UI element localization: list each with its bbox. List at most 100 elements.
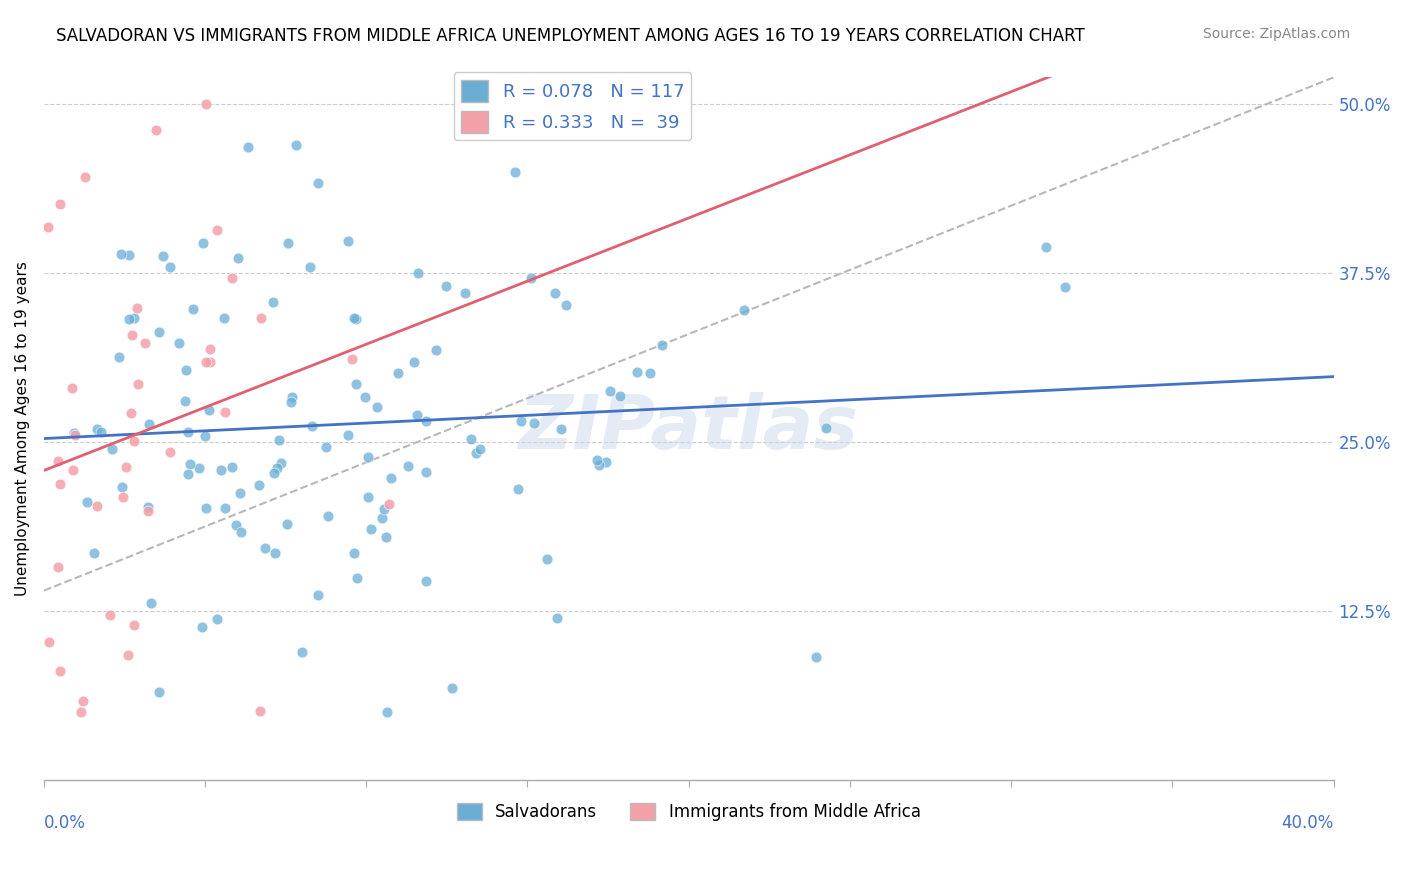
Point [205, 223, 228, 237]
Point [38, 635, 60, 649]
Point [60, 381, 83, 395]
Point [194, 97, 217, 112]
Point [267, 433, 290, 447]
Point [307, 588, 329, 602]
Point [63, 426, 86, 441]
Y-axis label: Unemployment Among Ages 16 to 19 years: Unemployment Among Ages 16 to 19 years [15, 261, 30, 596]
Point [599, 384, 621, 398]
Point [454, 285, 477, 300]
Point [506, 482, 529, 496]
Text: Source: ZipAtlas.com: Source: ZipAtlas.com [1202, 27, 1350, 41]
Point [198, 355, 221, 369]
Point [69, 705, 91, 719]
Point [191, 236, 214, 251]
Point [138, 504, 160, 518]
Point [195, 355, 218, 369]
Point [174, 363, 197, 377]
Point [519, 271, 541, 285]
Point [263, 545, 285, 559]
Point [609, 389, 631, 403]
Point [110, 247, 132, 261]
Point [198, 403, 221, 417]
Point [127, 377, 149, 392]
Point [214, 501, 236, 516]
Text: 40.0%: 40.0% [1281, 814, 1333, 832]
Point [228, 251, 250, 265]
Point [307, 176, 329, 190]
Point [378, 497, 401, 511]
Point [546, 611, 568, 625]
Point [276, 517, 298, 532]
Point [48, 197, 70, 211]
Point [90, 425, 112, 440]
Point [247, 478, 270, 492]
Point [340, 352, 363, 367]
Point [134, 335, 156, 350]
Point [291, 645, 314, 659]
Point [83, 546, 105, 560]
Point [277, 235, 299, 250]
Point [75, 170, 97, 185]
Point [344, 376, 367, 391]
Point [595, 455, 617, 469]
Point [145, 122, 167, 136]
Point [181, 302, 204, 317]
Point [336, 234, 359, 248]
Point [464, 446, 486, 460]
Point [111, 491, 134, 505]
Point [460, 433, 482, 447]
Point [120, 406, 142, 420]
Point [343, 546, 366, 560]
Legend: Salvadorans, Immigrants from Middle Africa: Salvadorans, Immigrants from Middle Afri… [450, 796, 928, 828]
Point [117, 648, 139, 662]
Point [179, 458, 201, 472]
Point [415, 574, 437, 589]
Point [231, 524, 253, 539]
Point [221, 459, 243, 474]
Point [434, 278, 457, 293]
Point [100, 442, 122, 457]
Point [195, 500, 218, 515]
Point [357, 450, 380, 464]
Point [62, 463, 84, 477]
Point [373, 501, 395, 516]
Point [236, 140, 259, 154]
Point [588, 458, 610, 473]
Point [159, 260, 181, 274]
Point [408, 267, 430, 281]
Point [733, 302, 755, 317]
Point [505, 165, 527, 179]
Point [108, 350, 131, 364]
Point [281, 391, 304, 405]
Point [221, 270, 243, 285]
Point [229, 486, 252, 500]
Point [225, 517, 247, 532]
Point [111, 479, 134, 493]
Point [65, 427, 87, 442]
Point [301, 418, 323, 433]
Point [371, 511, 394, 525]
Point [555, 298, 578, 312]
Point [415, 414, 437, 428]
Point [298, 260, 321, 275]
Point [205, 612, 228, 626]
Point [121, 328, 143, 343]
Point [651, 337, 673, 351]
Point [136, 500, 159, 514]
Text: 0.0%: 0.0% [44, 814, 86, 832]
Point [344, 312, 367, 326]
Point [357, 490, 380, 504]
Point [86, 422, 108, 436]
Point [536, 552, 558, 566]
Point [343, 311, 366, 326]
Point [346, 571, 368, 585]
Point [405, 408, 427, 422]
Point [118, 312, 141, 326]
Point [122, 310, 145, 325]
Point [280, 395, 302, 409]
Point [127, 301, 149, 315]
Point [254, 541, 277, 556]
Point [375, 530, 398, 544]
Point [638, 366, 661, 380]
Point [1054, 280, 1077, 294]
